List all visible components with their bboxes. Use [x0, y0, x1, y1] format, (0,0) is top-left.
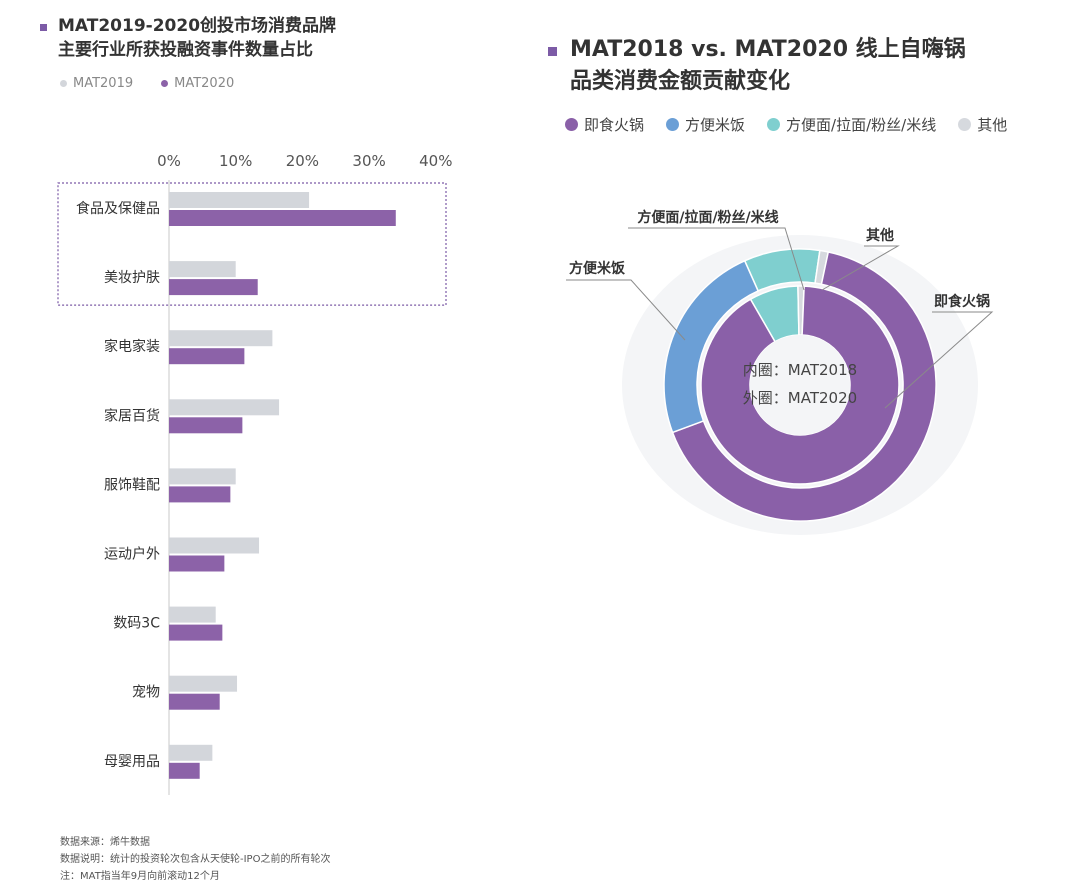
- bar-mat2019: [169, 606, 216, 623]
- callout-leader: [566, 279, 686, 341]
- inner-ring-slice: [797, 285, 805, 336]
- title-marker-icon: [40, 24, 47, 31]
- bar-mat2020: [169, 486, 231, 503]
- callout-label: 方便面/拉面/粉丝/米线: [637, 209, 778, 226]
- legend-dot-icon: [958, 118, 972, 131]
- bar-mat2020: [169, 555, 225, 572]
- center-label-inner: 内圈：MAT2018: [743, 361, 857, 379]
- bar-mat2019: [169, 330, 273, 347]
- legend-dot-icon: [767, 118, 781, 131]
- donut-backdrop: [622, 235, 978, 535]
- callout-label: 方便米饭: [569, 260, 626, 277]
- bar-mat2020: [169, 762, 200, 779]
- callout-leader: [821, 245, 900, 291]
- callout-leader: [628, 227, 805, 291]
- bar-mat2020: [169, 417, 243, 434]
- left-title-line2: 主要行业所获投融资事件数量占比: [58, 40, 313, 60]
- inner-ring-slice: [700, 285, 900, 485]
- category-label: 运动户外: [104, 546, 160, 563]
- category-label: 母婴用品: [104, 754, 160, 770]
- category-label: 美妆护肤: [104, 270, 160, 286]
- bar-mat2019: [169, 675, 238, 692]
- legend-item-0: 即食火锅: [565, 114, 644, 135]
- center-label-outer: 外圈：MAT2020: [743, 389, 857, 407]
- bar-mat2019: [169, 744, 213, 761]
- legend-item-3: 其他: [958, 114, 1007, 135]
- bar-mat2019: [169, 399, 280, 416]
- outer-ring-slice: [743, 248, 821, 292]
- legend-label: 其他: [977, 116, 1008, 134]
- category-label: 服饰鞋配: [104, 477, 160, 493]
- inner-ring-slice: [749, 285, 800, 343]
- right-title-line2: 品类消费金额贡献变化: [570, 69, 791, 94]
- right-legend: 即食火锅 方便米饭 方便面/拉面/粉丝/米线 其他: [565, 114, 1029, 135]
- bar-mat2020: [169, 693, 220, 710]
- footnote-mat: 注：MAT指当年9月向前滚动12个月: [60, 871, 220, 882]
- bar-chart: 0% 10% 20% 30% 40% 食品及保健品美妆护肤家电家装家居百货服饰鞋配运动户外…: [57, 152, 452, 795]
- callout-label: 其他: [866, 227, 894, 244]
- bar-mat2019: [169, 261, 236, 278]
- legend-label: 即食火锅: [584, 116, 645, 134]
- x-tick-label: 30%: [352, 152, 385, 170]
- title-marker-icon: [548, 47, 557, 56]
- right-chart-title: MAT2018 vs. MAT2020 线上自嗨锅 品类消费金额贡献变化: [548, 34, 966, 98]
- callout-label: 即食火锅: [934, 293, 990, 310]
- legend-item-mat2020: MAT2020: [161, 76, 234, 91]
- footnote-note: 数据说明：统计的投资轮次包含从天使轮-IPO之前的所有轮次: [60, 854, 331, 865]
- legend-label: 方便面/拉面/粉丝/米线: [786, 116, 937, 134]
- legend-dot-mat2019: [60, 80, 67, 87]
- outer-ring-slice: [663, 259, 760, 434]
- left-title-line1: MAT2019-2020创投市场消费品牌: [58, 16, 337, 36]
- bar-mat2019: [169, 192, 310, 208]
- legend-item-1: 方便米饭: [666, 114, 745, 135]
- category-label: 食品及保健品: [76, 200, 160, 217]
- legend-dot-mat2020: [161, 80, 169, 87]
- legend-label-mat2019: MAT2019: [73, 76, 134, 91]
- outer-ring-slice: [814, 249, 830, 286]
- left-chart-title: MAT2019-2020创投市场消费品牌 主要行业所获投融资事件数量占比: [40, 14, 336, 62]
- bar-mat2020: [169, 279, 258, 296]
- legend-dot-icon: [565, 118, 578, 131]
- bar-mat2020: [169, 348, 245, 365]
- outer-ring-slice: [671, 251, 937, 522]
- category-label: 宠物: [132, 685, 160, 701]
- category-label: 家电家装: [104, 338, 160, 355]
- footnotes: 数据来源：烯牛数据 数据说明：统计的投资轮次包含从天使轮-IPO之前的所有轮次 …: [60, 834, 330, 885]
- legend-item-mat2019: MAT2019: [60, 76, 133, 91]
- category-label: 家居百货: [104, 407, 160, 424]
- x-tick-label: 40%: [419, 152, 452, 170]
- right-title-line1: MAT2018 vs. MAT2020 线上自嗨锅: [570, 37, 966, 62]
- callout-leader: [884, 311, 994, 409]
- legend-label-mat2020: MAT2020: [174, 76, 235, 91]
- donut-hole: [750, 335, 850, 435]
- category-label: 数码3C: [113, 616, 160, 632]
- bar-mat2019: [169, 468, 236, 485]
- legend-dot-icon: [666, 118, 680, 131]
- bar-mat2020: [169, 210, 396, 226]
- bar-mat2019: [169, 537, 260, 554]
- highlight-box: [57, 182, 447, 306]
- legend-label: 方便米饭: [685, 116, 746, 134]
- bar-mat2020: [169, 624, 223, 641]
- left-legend: MAT2019 MAT2020: [60, 76, 262, 91]
- legend-item-2: 方便面/拉面/粉丝/米线: [767, 114, 936, 135]
- footnote-source: 数据来源：烯牛数据: [60, 837, 150, 848]
- x-tick-label: 0%: [157, 152, 181, 170]
- x-tick-label: 20%: [286, 152, 319, 170]
- x-tick-label: 10%: [219, 152, 252, 170]
